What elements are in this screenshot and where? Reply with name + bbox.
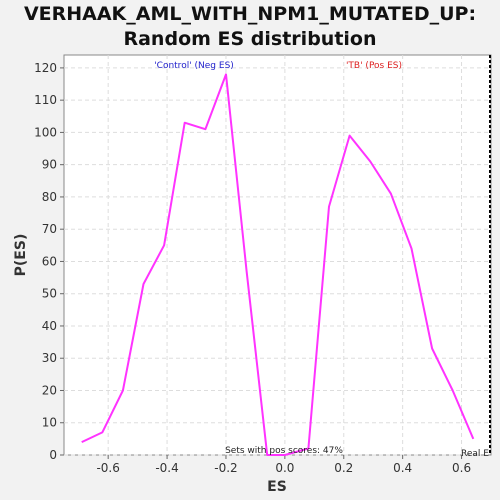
pos-es-label: 'TB' (Pos ES) (346, 61, 402, 71)
y-tick-label: 80 (42, 190, 57, 204)
y-tick-label: 50 (42, 287, 57, 301)
y-tick-label: 60 (42, 254, 57, 268)
y-tick-label: 110 (34, 93, 57, 107)
y-tick-label: 40 (42, 319, 57, 333)
y-tick-label: 30 (42, 351, 57, 365)
x-tick-label: 0.4 (393, 461, 412, 475)
chart-title: VERHAAK_AML_WITH_NPM1_MUTATED_UP: Random… (0, 2, 500, 52)
plot-area (63, 54, 492, 456)
sets-pos-scores-text: Sets with pos scores: 47% (225, 446, 343, 456)
grid-lines (64, 55, 491, 456)
series-line (81, 73, 475, 456)
real-es-text: Real E (461, 449, 489, 459)
x-tick-label: 0.0 (275, 461, 294, 475)
x-tick-label: -0.6 (96, 461, 119, 475)
y-tick-label: 10 (42, 416, 57, 430)
y-tick-label: 100 (34, 125, 57, 139)
x-tick-label: -0.2 (214, 461, 237, 475)
axis-ticks: 0 10 20 30 40 50 60 70 80 90 100 110 120 -0.6 -0.4 -0.2… (34, 61, 471, 475)
y-tick-label: 70 (42, 222, 57, 236)
y-tick-label: 120 (34, 61, 57, 75)
x-tick-label: 0.2 (334, 461, 353, 475)
chart-title-line-1: VERHAAK_AML_WITH_NPM1_MUTATED_UP: (23, 3, 477, 25)
x-axis-title: ES (267, 479, 287, 495)
y-tick-label: 20 (42, 383, 57, 397)
x-tick-label: 0.6 (452, 461, 471, 475)
y-tick-label: 0 (49, 448, 57, 462)
series-group (81, 73, 475, 456)
chart-title-line-2: Random ES distribution (123, 28, 377, 50)
x-tick-label: -0.4 (155, 461, 178, 475)
neg-es-label: 'Control' (Neg ES) (154, 61, 234, 71)
y-axis-title: P(ES) (13, 234, 29, 277)
y-tick-label: 90 (42, 158, 57, 172)
